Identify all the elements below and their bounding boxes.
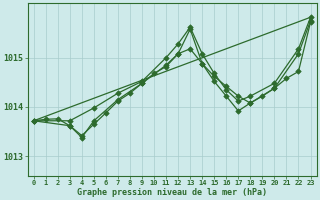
X-axis label: Graphe pression niveau de la mer (hPa): Graphe pression niveau de la mer (hPa)	[77, 188, 267, 197]
